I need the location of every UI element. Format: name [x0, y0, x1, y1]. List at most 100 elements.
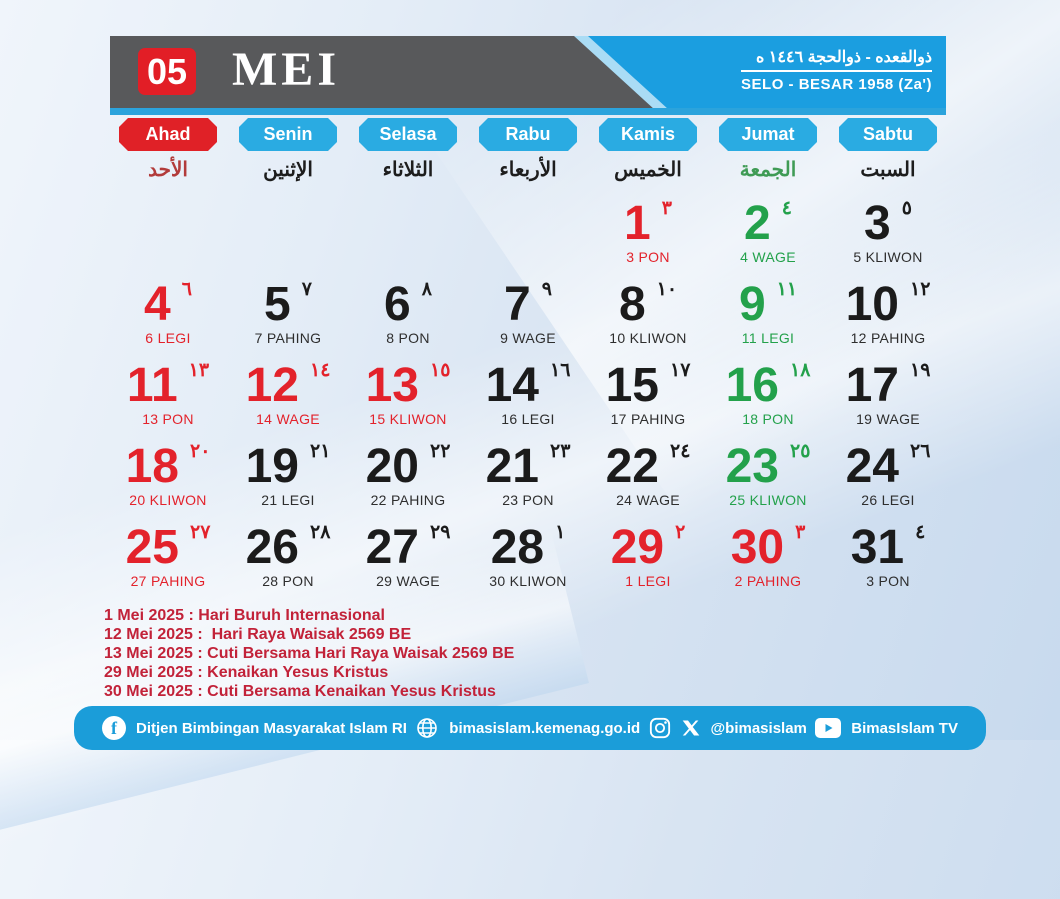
hijri-month-range: ذوالقعده - ذوالحجة ١٤٤٦ ه: [741, 47, 932, 72]
calendar-day-31: 31 ٤ 3 PON: [828, 521, 948, 602]
date-line: 18 ٢٠: [125, 440, 211, 493]
social-handle-label: @bimasislam: [710, 719, 807, 737]
javanese-pasaran: 20 KLIWON: [129, 492, 207, 509]
javanese-pasaran: 11 LEGI: [741, 330, 795, 347]
javanese-pasaran: 26 LEGI: [861, 492, 915, 509]
footer-bar: f Ditjen Bimbingan Masyarakat Islam RI b…: [74, 706, 986, 750]
day-header-senin[interactable]: Senin: [239, 118, 337, 151]
date-line: 14 ١٦: [486, 361, 571, 410]
gregorian-date: 15: [605, 359, 659, 412]
month-number-badge: 05: [138, 48, 196, 95]
gregorian-date: 5: [264, 278, 291, 331]
date-line: 9 ١١: [738, 278, 798, 331]
calendar-day-19: 19 ٢١ 21 LEGI: [228, 440, 348, 521]
day-header-column: Sabtu السبت: [828, 118, 948, 182]
gregorian-date: 20: [365, 440, 419, 493]
gregorian-date: 22: [605, 440, 659, 493]
hijri-date: ١١: [776, 279, 798, 300]
javanese-pasaran: 24 WAGE: [616, 492, 680, 509]
gregorian-date: 7: [504, 278, 531, 331]
hijri-date: ٢٣: [549, 441, 571, 462]
date-line: 28 ١: [490, 521, 566, 574]
gregorian-date: 29: [610, 521, 665, 574]
gregorian-date: 3: [864, 197, 891, 250]
day-header-column: Ahad الأحد: [108, 118, 228, 182]
day-header-ahad[interactable]: Ahad: [119, 118, 217, 151]
hijri-header-panel: ذوالقعده - ذوالحجة ١٤٤٦ ه SELO - BESAR 1…: [741, 47, 932, 93]
gregorian-date: 25: [125, 521, 179, 574]
x-twitter-icon: [681, 718, 701, 738]
calendar-day-14: 14 ١٦ 16 LEGI: [468, 359, 588, 440]
calendar-day-9: 9 ١١ 11 LEGI: [708, 278, 828, 359]
hijri-date: ٩: [541, 279, 552, 300]
globe-icon: [415, 716, 439, 740]
day-header-rabu[interactable]: Rabu: [479, 118, 577, 151]
gregorian-date: 18: [125, 440, 179, 493]
hijri-date: ٢٧: [189, 522, 211, 543]
hijri-date: ١٢: [909, 279, 931, 300]
calendar-day-28: 28 ١ 30 KLIWON: [468, 521, 588, 602]
hijri-date: ٢٨: [309, 522, 331, 543]
day-header-sabtu[interactable]: Sabtu: [839, 118, 937, 151]
date-line: 12 ١٤: [245, 359, 331, 412]
date-line: 8 ١٠: [619, 279, 678, 329]
day-header-column: Kamis الخميس: [588, 118, 708, 182]
date-line: 16 ١٨: [726, 360, 811, 410]
javanese-pasaran: 5 KLIWON: [853, 249, 923, 266]
gregorian-date: 12: [245, 359, 299, 412]
gregorian-date: 6: [384, 278, 411, 331]
date-line: 17 ١٩: [845, 359, 931, 412]
date-line: 23 ٢٥: [725, 440, 811, 493]
footer-facebook[interactable]: f Ditjen Bimbingan Masyarakat Islam RI: [102, 716, 407, 740]
gregorian-date: 28: [490, 521, 545, 574]
hijri-date: ٦: [181, 279, 192, 300]
hijri-date: ١٠: [656, 279, 678, 300]
gregorian-date: 17: [845, 359, 899, 412]
date-line: 26 ٢٨: [246, 522, 331, 572]
calendar-day-15: 15 ١٧ 17 PAHING: [588, 359, 708, 440]
javanese-pasaran: 9 WAGE: [500, 330, 556, 347]
hijri-date: ١: [555, 522, 566, 543]
javanese-pasaran: 4 WAGE: [740, 249, 796, 266]
holiday-entry: 29 Mei 2025 : Kenaikan Yesus Kristus: [104, 664, 389, 681]
calendar-day-21: 21 ٢٣ 23 PON: [468, 440, 588, 521]
gregorian-date: 13: [365, 359, 419, 412]
day-header-column: Jumat الجمعة: [708, 118, 828, 182]
hijri-date: ٢٤: [669, 441, 691, 462]
footer-youtube[interactable]: BimasIslam TV: [815, 718, 958, 738]
day-header-arabic: السبت: [860, 159, 916, 181]
day-header-arabic: الجمعة: [739, 159, 797, 181]
gregorian-date: 4: [144, 278, 171, 331]
hijri-date: ١٧: [669, 360, 691, 381]
javanese-pasaran: 3 PON: [866, 573, 910, 590]
day-header-jumat[interactable]: Jumat: [719, 118, 817, 151]
day-header-selasa[interactable]: Selasa: [359, 118, 457, 151]
date-line: 10 ١٢: [846, 279, 931, 329]
day-header-kamis[interactable]: Kamis: [599, 118, 697, 151]
calendar-day-18: 18 ٢٠ 20 KLIWON: [108, 440, 228, 521]
javanese-pasaran: 6 LEGI: [145, 330, 191, 347]
gregorian-date: 23: [725, 440, 779, 493]
day-header-column: Rabu الأربعاء: [468, 118, 588, 182]
calendar-day-24: 24 ٢٦ 26 LEGI: [828, 440, 948, 521]
hijri-date: ٢٥: [789, 441, 811, 462]
footer-website[interactable]: bimasislam.kemenag.go.id: [415, 716, 640, 740]
day-header-arabic: الأربعاء: [499, 159, 557, 181]
date-line: 13 ١٥: [365, 359, 451, 412]
gregorian-date: 9: [738, 278, 766, 331]
header-underline: [110, 108, 946, 115]
calendar-day-29: 29 ٢ 1 LEGI: [588, 521, 708, 602]
holiday-entry: 13 Mei 2025 : Cuti Bersama Hari Raya Wai…: [104, 645, 515, 662]
calendar-day-12: 12 ١٤ 14 WAGE: [228, 359, 348, 440]
calendar-day-11: 11 ١٣ 13 PON: [108, 359, 228, 440]
javanese-pasaran: 18 PON: [742, 411, 794, 428]
footer-social[interactable]: @bimasislam: [649, 717, 807, 739]
hijri-date: ١٨: [789, 360, 811, 381]
hijri-date: ٣: [795, 522, 806, 543]
